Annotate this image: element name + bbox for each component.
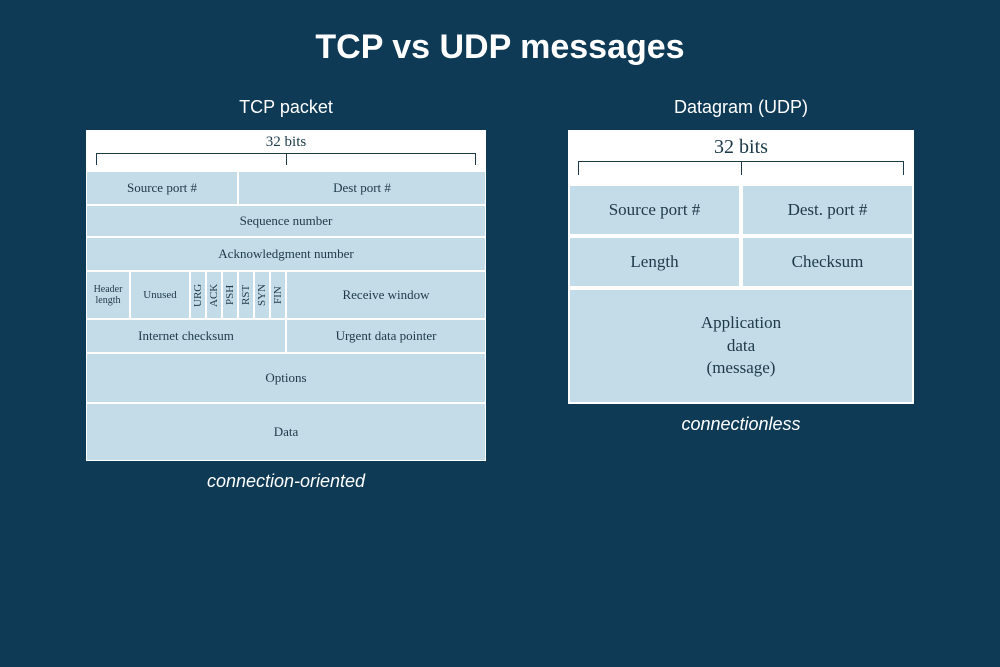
tcp-flag-psh: PSH <box>222 271 238 319</box>
tcp-flag-fin: FIN <box>270 271 286 319</box>
tcp-flag-ack: ACK <box>206 271 222 319</box>
tcp-source-port: Source port # <box>86 171 238 205</box>
panels-container: TCP packet 32 bits Source port # Dest po… <box>0 97 1000 492</box>
udp-bitspan-rule <box>578 161 904 175</box>
tcp-panel: TCP packet 32 bits Source port # Dest po… <box>86 97 486 492</box>
udp-dest-port: Dest. port # <box>741 184 914 236</box>
tcp-bits-header: 32 bits <box>86 130 486 153</box>
udp-checksum: Checksum <box>741 236 914 288</box>
tcp-diagram: 32 bits Source port # Dest port # Sequen… <box>86 130 486 461</box>
tcp-checksum: Internet checksum <box>86 319 286 353</box>
tcp-receive-window: Receive window <box>286 271 486 319</box>
tcp-caption: connection-oriented <box>207 471 365 492</box>
tcp-flag-rst: RST <box>238 271 254 319</box>
tcp-options: Options <box>86 353 486 403</box>
tcp-ack-number: Acknowledgment number <box>86 237 486 271</box>
tcp-unused: Unused <box>130 271 190 319</box>
tcp-flag-syn: SYN <box>254 271 270 319</box>
page-title: TCP vs UDP messages <box>0 0 1000 97</box>
udp-diagram: 32 bits Source port # Dest. port # Lengt… <box>568 130 914 404</box>
tcp-grid: Source port # Dest port # Sequence numbe… <box>86 169 486 461</box>
udp-bits-header: 32 bits <box>568 130 914 161</box>
udp-source-port: Source port # <box>568 184 741 236</box>
udp-grid: Source port # Dest. port # Length Checks… <box>568 181 914 404</box>
udp-panel-label: Datagram (UDP) <box>674 97 808 118</box>
tcp-data: Data <box>86 403 486 461</box>
udp-app-data: Application data (message) <box>568 288 914 404</box>
udp-panel: Datagram (UDP) 32 bits Source port # Des… <box>568 97 914 492</box>
tcp-dest-port: Dest port # <box>238 171 486 205</box>
tcp-flag-urg: URG <box>190 271 206 319</box>
tcp-panel-label: TCP packet <box>239 97 333 118</box>
udp-length: Length <box>568 236 741 288</box>
tcp-header-length: Header length <box>86 271 130 319</box>
tcp-bitspan-rule <box>96 153 476 165</box>
udp-caption: connectionless <box>681 414 800 435</box>
tcp-sequence-number: Sequence number <box>86 205 486 237</box>
tcp-urgent-pointer: Urgent data pointer <box>286 319 486 353</box>
